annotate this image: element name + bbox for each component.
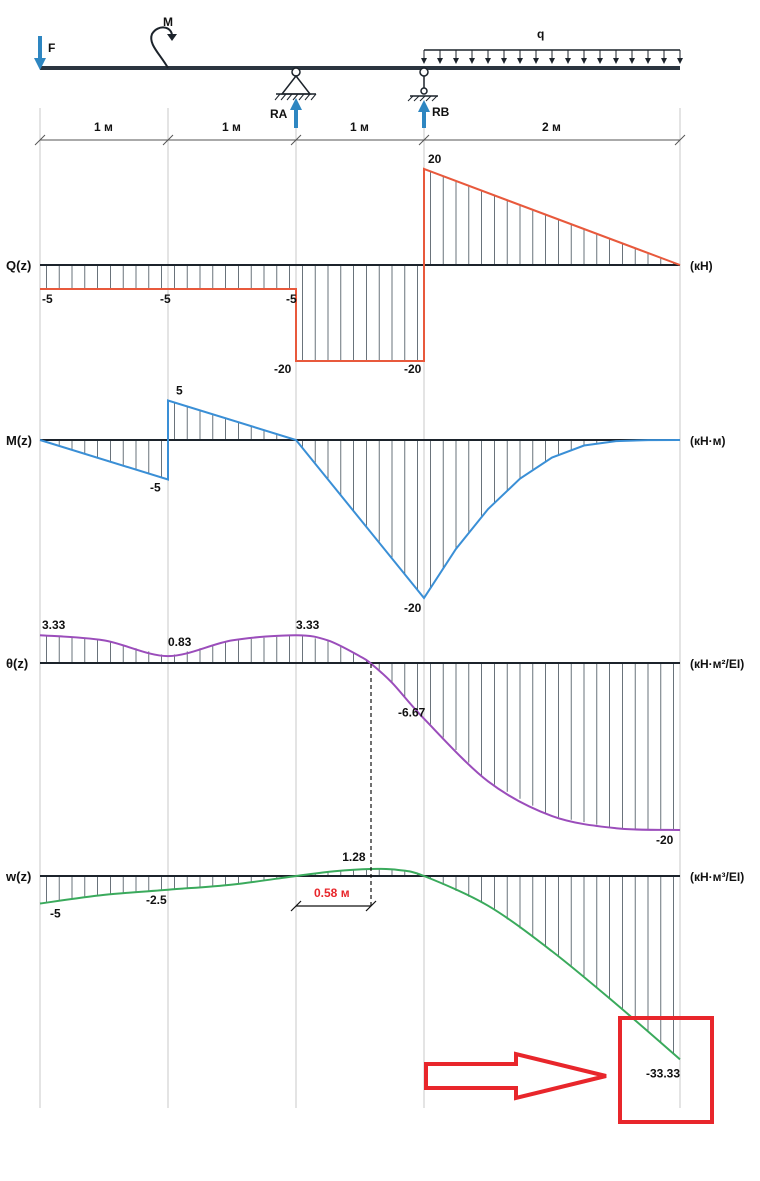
deflection-diagram: w(z) (кН·м³/EI) -5 -2.5 1.28 -33.33 [5,850,744,1080]
span-label-3: 1 м [350,120,369,134]
highlight-annotation [424,1016,714,1124]
support-b [407,67,438,128]
span-dimensions [34,134,686,146]
span-label-2: 1 м [222,120,241,134]
slope-value-label: 0.83 [168,635,192,649]
moment-diagram: M(z) (кН·м) -5 5 -20 [6,384,726,616]
deflection-hatching [46,869,674,1054]
slope-value-label: -20 [656,833,674,847]
deflection-unit: (кН·м³/EI) [690,870,744,884]
support-a [274,67,317,128]
shear-unit: (кН) [690,259,713,273]
shear-diagram: Q(z) (кН) -5 -5 -5 -20 -20 20 [6,152,713,376]
moment-value-label: 5 [176,384,183,398]
slope-value-label: 3.33 [296,618,320,632]
shear-value-label: -20 [274,362,292,376]
support-a-label: RA [270,107,288,121]
slope-diagram: θ(z) (кН·м²/EI) 3.33 0.83 3.33 -6.67 -20 [6,618,744,847]
shear-value-label: 20 [428,152,442,166]
load-q-label: q [537,27,544,41]
slope-hatching [46,635,674,830]
shear-axis-label: Q(z) [6,258,31,273]
slope-axis-label: θ(z) [6,656,28,671]
moment-value-label: -20 [404,601,422,615]
shear-hatching [46,171,674,361]
moment-value-label: -5 [150,481,161,495]
span-label-1: 1 м [94,120,113,134]
dimension-label: 0.58 м [314,886,350,900]
moment-curve [39,399,681,600]
deflection-value-label: -2.5 [146,893,167,907]
max-deflection-dimension: 0.58 м [290,664,377,912]
deflection-value-label: -5 [50,907,61,921]
pointer-arrow [424,1051,607,1101]
moment-unit: (кН·м) [690,434,726,448]
deflection-value-label: -33.33 [646,1066,680,1080]
moment-m-label: M [163,15,173,29]
slope-unit: (кН·м²/EI) [690,657,744,671]
support-b-label: RB [432,105,450,119]
moment-m-arrowhead [167,34,177,41]
moment-m-symbol [150,26,173,69]
slope-value-label: 3.33 [42,618,66,632]
deflection-value-label: 1.28 [342,850,366,864]
force-f-label: F [48,41,55,55]
distributed-load-q [421,49,683,64]
moment-hatching [46,402,674,591]
slope-curve [39,634,681,831]
slope-value-label: -6.67 [398,706,426,720]
force-f-arrowhead [34,58,46,70]
shear-value-label: -5 [286,292,297,306]
highlight-box [618,1016,714,1124]
shear-value-label: -20 [404,362,422,376]
deflection-axis-label: w(z) [5,869,31,884]
shear-curve [40,167,681,362]
moment-axis-label: M(z) [6,433,32,448]
span-label-4: 2 м [542,120,561,134]
shear-value-label: -5 [42,292,53,306]
deflection-curve [39,867,681,1061]
beam-schematic: F M q RA [34,15,686,146]
shear-value-label: -5 [160,292,171,306]
